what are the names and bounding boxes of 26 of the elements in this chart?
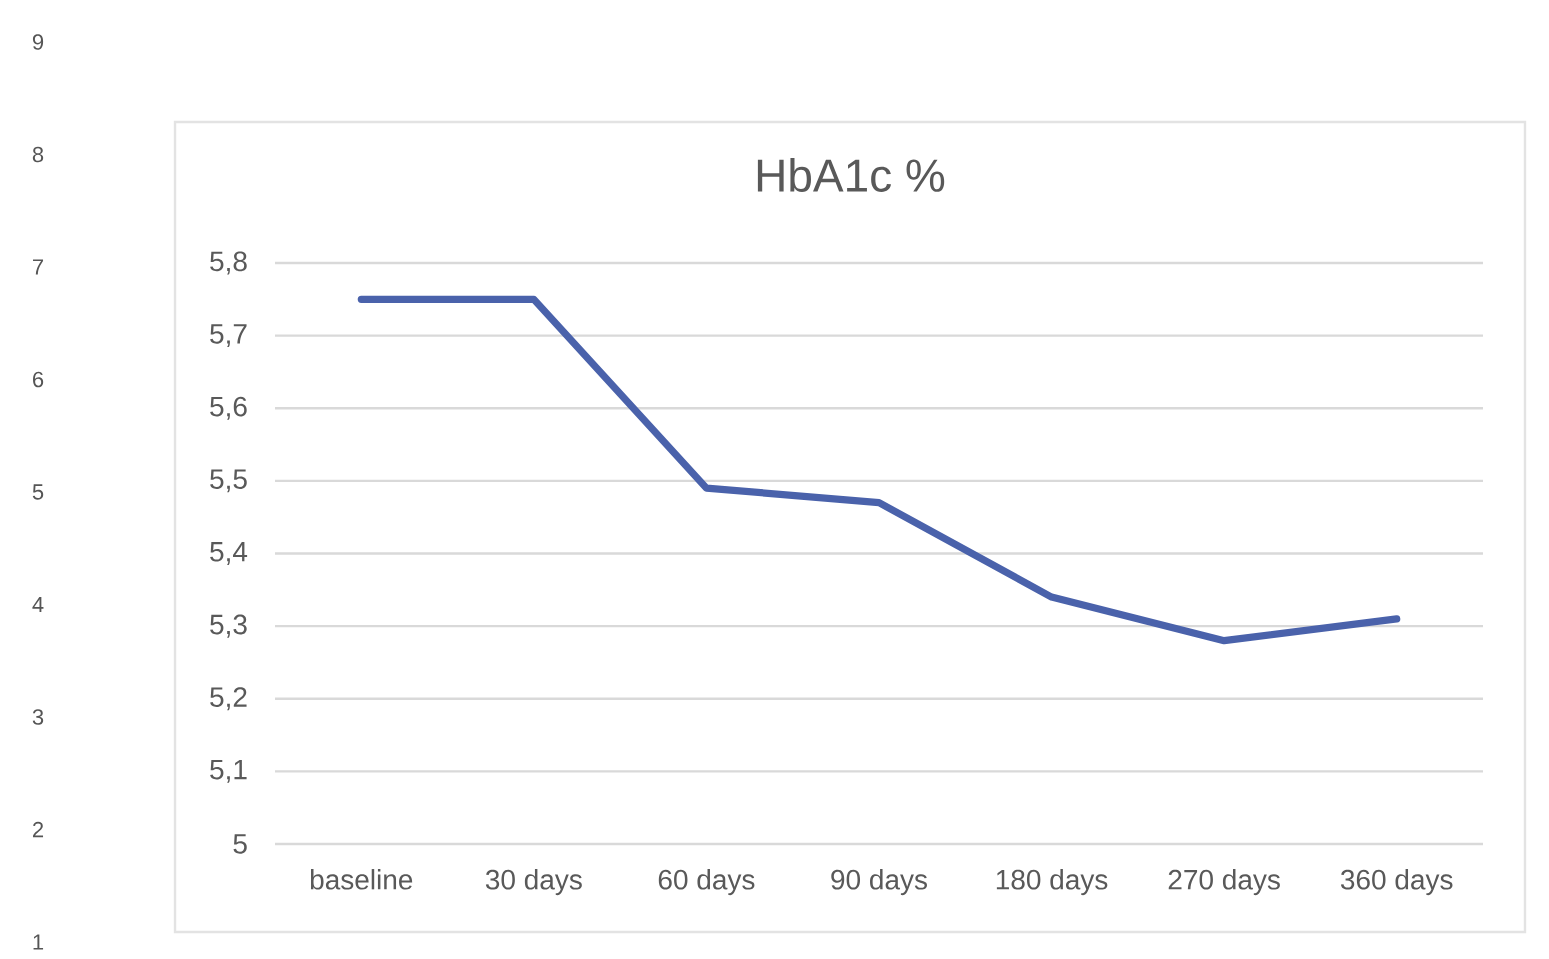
text: 4 — [32, 596, 44, 613]
y-tick-label: 5,5 — [210, 469, 247, 493]
text: 7 — [33, 259, 44, 275]
y-tick-label: 5,6 — [210, 396, 247, 420]
text: 8 — [32, 146, 44, 163]
y-tick-label: 5,1 — [210, 759, 247, 783]
x-tick-label: 270 days — [1168, 869, 1280, 896]
x-tick-label: 30 days — [485, 869, 582, 896]
text: 2 — [32, 821, 44, 838]
text: 6 — [33, 371, 44, 388]
text: 9 — [32, 34, 44, 50]
y-tick-label: 5,2 — [210, 687, 247, 711]
text: 3 — [32, 709, 44, 725]
chart-title: HbA1c % — [757, 158, 945, 192]
x-tick-label: 90 days — [831, 869, 927, 896]
y-tick-label: 5,3 — [210, 614, 247, 638]
y-tick-label: 5,4 — [210, 542, 248, 565]
text: 5 — [32, 484, 44, 500]
x-tick-label: 60 days — [658, 869, 755, 896]
x-tick-label: 180 days — [996, 869, 1108, 896]
y-tick-label: 5,8 — [210, 251, 247, 275]
x-tick-label: baseline — [310, 869, 413, 890]
text: 1 — [33, 934, 44, 950]
x-tick-label: 360 days — [1340, 869, 1453, 896]
y-tick-label: 5 — [233, 834, 247, 854]
y-tick-label: 5,7 — [210, 324, 247, 348]
